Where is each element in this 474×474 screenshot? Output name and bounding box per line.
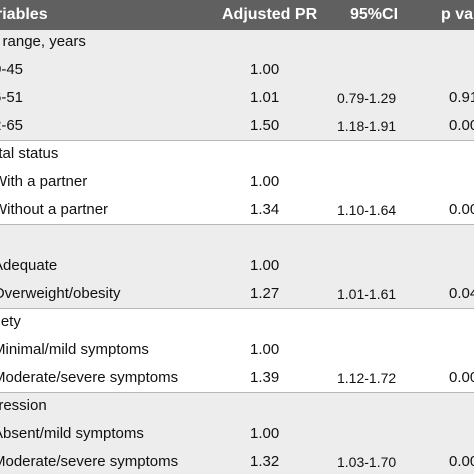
table-header: riables Adjusted PR 95%CI p val <box>0 0 474 30</box>
row-ci: 1.18-1.91 <box>337 118 397 134</box>
category-row-depression: pression <box>0 392 474 420</box>
row-label: Adequate <box>0 257 58 274</box>
row-adjusted-pr: 1.00 <box>250 341 280 358</box>
category-row-bmi: ll <box>0 224 474 252</box>
row-ci: 1.10-1.64 <box>337 202 397 218</box>
table-row: 2-65 1.50 1.18-1.91 0.00 <box>0 112 474 140</box>
category-label: rital status <box>0 145 59 162</box>
section-band-bmi <box>0 224 474 308</box>
row-ci: 1.01-1.61 <box>337 286 397 302</box>
header-p-value: p val <box>441 6 474 23</box>
table-row: 0-45 1.00 <box>0 56 474 84</box>
row-adjusted-pr: 1.00 <box>250 257 280 274</box>
section-divider <box>0 140 474 141</box>
row-ci: 1.12-1.72 <box>337 370 397 386</box>
section-divider <box>0 224 474 225</box>
header-variables: riables <box>0 6 48 23</box>
table-row: Moderate/severe symptoms 1.39 1.12-1.72 … <box>0 364 474 392</box>
row-label: Moderate/severe symptoms <box>0 369 179 386</box>
row-adjusted-pr: 1.34 <box>250 201 280 218</box>
table-row: With a partner 1.00 <box>0 168 474 196</box>
row-adjusted-pr: 1.01 <box>250 89 280 106</box>
category-row-age: e range, years <box>0 28 474 56</box>
row-label: Absent/mild symptoms <box>0 425 144 442</box>
row-p-value: 0.04 <box>449 285 474 302</box>
row-adjusted-pr: 1.00 <box>250 61 280 78</box>
table-row: Overweight/obesity 1.27 1.01-1.61 0.04 <box>0 280 474 308</box>
row-ci: 1.03-1.70 <box>337 454 397 470</box>
row-p-value: 0.00 <box>449 117 474 134</box>
section-band-age <box>0 30 474 140</box>
table-row: Without a partner 1.34 1.10-1.64 0.00 <box>0 196 474 224</box>
row-p-value: 0.00 <box>449 369 474 386</box>
row-adjusted-pr: 1.32 <box>250 453 280 470</box>
section-divider <box>0 308 474 309</box>
section-divider <box>0 392 474 393</box>
table-row: Minimal/mild symptoms 1.00 <box>0 336 474 364</box>
row-label: Moderate/severe symptoms <box>0 453 179 470</box>
table-row: Adequate 1.00 <box>0 252 474 280</box>
row-ci: 0.79-1.29 <box>337 90 397 106</box>
category-row-anxiety: xiety <box>0 308 474 336</box>
row-label: Overweight/obesity <box>0 285 121 302</box>
row-adjusted-pr: 1.00 <box>250 173 280 190</box>
category-row-marital-status: rital status <box>0 140 474 168</box>
category-label: e range, years <box>0 33 86 50</box>
header-ci: 95%CI <box>350 6 399 23</box>
row-label: 6-51 <box>0 89 24 106</box>
row-p-value: 0.00 <box>449 453 474 470</box>
section-band-depression <box>0 392 474 474</box>
row-label: Without a partner <box>0 201 109 218</box>
row-adjusted-pr: 1.00 <box>250 425 280 442</box>
category-label: pression <box>0 397 47 414</box>
row-adjusted-pr: 1.50 <box>250 117 280 134</box>
table-row: Moderate/severe symptoms 1.32 1.03-1.70 … <box>0 448 474 474</box>
row-label: With a partner <box>0 173 88 190</box>
header-adjusted-pr: Adjusted PR <box>222 6 318 23</box>
row-p-value: 0.00 <box>449 201 474 218</box>
table-row: 6-51 1.01 0.79-1.29 0.91 <box>0 84 474 112</box>
row-p-value: 0.91 <box>449 89 474 106</box>
row-label: 0-45 <box>0 61 24 78</box>
row-label: Minimal/mild symptoms <box>0 341 149 358</box>
table-row: Absent/mild symptoms 1.00 <box>0 420 474 448</box>
row-label: 2-65 <box>0 117 24 134</box>
category-label: xiety <box>0 313 21 330</box>
row-adjusted-pr: 1.39 <box>250 369 280 386</box>
row-adjusted-pr: 1.27 <box>250 285 280 302</box>
